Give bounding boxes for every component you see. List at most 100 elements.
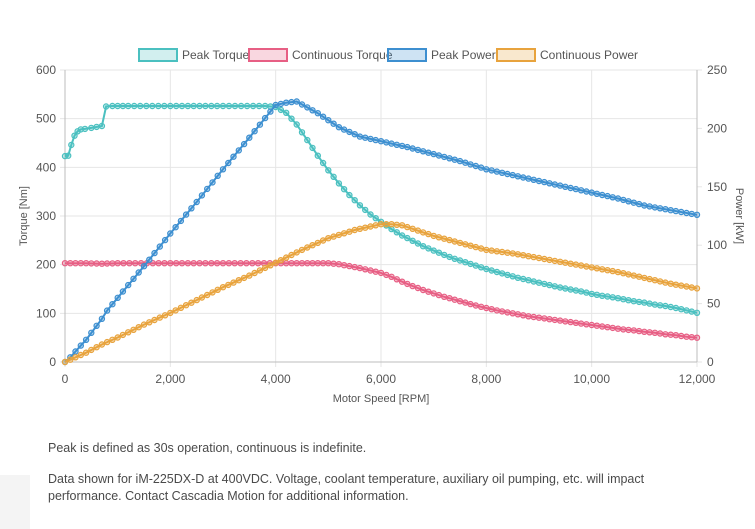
continuous-torque-point (208, 260, 215, 267)
peak-power-point (124, 281, 132, 289)
continuous-torque-point (646, 329, 653, 336)
continuous-torque-point (351, 263, 358, 271)
continuous-power-point (577, 262, 585, 269)
continuous-power-point (388, 220, 395, 228)
peak-torque-point (261, 102, 269, 110)
peak-power-point (456, 157, 464, 165)
peak-power-point (683, 209, 690, 217)
continuous-power-point (161, 312, 169, 319)
peak-torque-point (593, 291, 601, 298)
continuous-power-point (477, 245, 485, 252)
continuous-power-point (425, 230, 432, 238)
peak-power-point (214, 172, 221, 179)
continuous-torque-point (525, 313, 532, 320)
continuous-power-point (119, 331, 127, 339)
peak-torque-point (435, 249, 443, 256)
peak-torque-point (451, 255, 458, 262)
continuous-torque-point (541, 315, 548, 322)
continuous-torque-point (662, 331, 669, 338)
continuous-torque-point (155, 260, 162, 267)
continuous-power-point (198, 294, 206, 301)
peak-power-point (467, 161, 474, 168)
peak-torque-point (362, 206, 369, 214)
continuous-torque-point (346, 262, 353, 270)
peak-power-point (488, 167, 495, 174)
peak-power-point (246, 134, 253, 141)
peak-torque-point (683, 307, 690, 314)
peak-torque-point (562, 285, 569, 292)
peak-torque-point (149, 102, 156, 110)
peak-power-point (635, 200, 643, 208)
continuous-torque-point (131, 260, 139, 267)
peak-torque-point (419, 242, 427, 250)
continuous-power-point (319, 237, 327, 244)
legend-label: Continuous Power (540, 48, 638, 62)
peak-power-point (309, 107, 316, 114)
peak-power-point (230, 153, 237, 160)
peak-torque-point (472, 262, 479, 269)
peak-power-point (235, 147, 242, 154)
continuous-torque-point (377, 269, 385, 277)
peak-power-point (414, 146, 422, 154)
peak-torque-point (277, 106, 285, 114)
continuous-torque-point (556, 317, 564, 324)
peak-torque-point (231, 102, 239, 110)
peak-power-point (425, 149, 432, 156)
continuous-power-point (298, 246, 306, 254)
continuous-power-point (641, 274, 648, 282)
continuous-power-point (304, 244, 311, 251)
peak-power-point (335, 123, 343, 131)
peak-torque-point (688, 308, 695, 315)
continuous-power-point (625, 271, 632, 278)
continuous-power-point (435, 234, 443, 241)
peak-power-point (193, 198, 200, 206)
continuous-torque-point (309, 260, 316, 267)
legend-swatch (248, 48, 288, 62)
continuous-torque-point (651, 329, 659, 336)
legend-swatch (138, 48, 178, 62)
peak-torque-point (237, 102, 245, 110)
continuous-torque-point (467, 300, 474, 308)
continuous-torque-point (593, 322, 601, 329)
peak-power-point (114, 294, 121, 301)
peak-torque-point (414, 240, 422, 247)
continuous-torque-point (462, 299, 469, 306)
peak-power-point (641, 202, 648, 209)
continuous-torque-point (509, 310, 516, 317)
continuous-power-point (67, 356, 74, 363)
continuous-torque-point (388, 273, 395, 280)
peak-torque-point (393, 229, 400, 236)
peak-power-point (130, 275, 137, 282)
continuous-torque-point (456, 298, 464, 305)
continuous-torque-point (430, 290, 437, 297)
continuous-power-point (146, 319, 153, 326)
continuous-torque-point (588, 321, 595, 329)
continuous-power-point (667, 280, 674, 287)
continuous-power-point (493, 248, 501, 255)
continuous-torque-point (167, 260, 174, 267)
continuous-power-point (551, 257, 559, 265)
continuous-torque-point (656, 330, 664, 337)
continuous-power-point (451, 238, 458, 245)
continuous-power-point (693, 285, 701, 292)
peak-torque-point (136, 102, 144, 110)
peak-torque-point (130, 102, 138, 110)
legend-label: Continuous Torque (292, 48, 393, 62)
continuous-torque-point (184, 260, 192, 267)
continuous-torque-point (178, 260, 186, 267)
peak-torque-point (651, 301, 659, 308)
peak-torque-point (462, 259, 469, 266)
continuous-power-point (393, 221, 400, 228)
peak-power-point (688, 210, 695, 218)
peak-torque-point (441, 251, 448, 259)
continuous-torque-point (298, 260, 306, 267)
continuous-torque-point (196, 260, 203, 267)
continuous-torque-point (82, 260, 90, 267)
peak-torque-point (243, 102, 251, 110)
peak-power-point (398, 142, 406, 150)
y-right-tick-label: 0 (707, 355, 714, 369)
continuous-power-point (419, 229, 427, 236)
notes-panel: Peak is defined as 30s operation, contin… (30, 430, 755, 518)
continuous-torque-point (383, 271, 390, 279)
peak-power-point (283, 99, 290, 106)
